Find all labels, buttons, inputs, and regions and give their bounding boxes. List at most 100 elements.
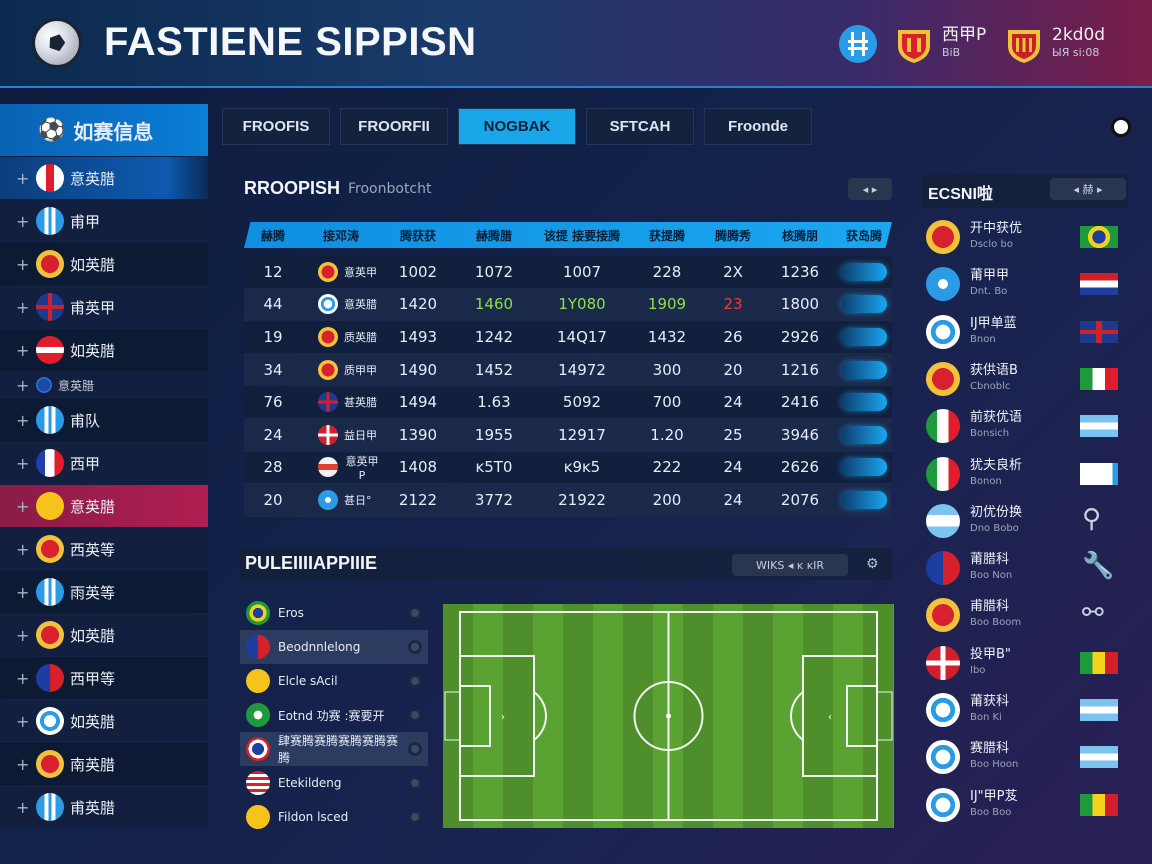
- tab-4[interactable]: Froonde: [704, 108, 812, 145]
- gold-crest-icon[interactable]: [1004, 24, 1044, 64]
- sidebar-item[interactable]: + 如英腊: [0, 243, 208, 285]
- table-row[interactable]: 19 质英腊 1493 1242 14Q17 1432 26 2926: [244, 321, 892, 354]
- expand-plus-icon[interactable]: +: [16, 410, 30, 430]
- settings-icon[interactable]: ⚙: [866, 556, 879, 572]
- select-radio-icon[interactable]: [408, 742, 422, 756]
- sidebar-item[interactable]: + 意英腊: [0, 485, 208, 527]
- tab-0[interactable]: FROOFIS: [222, 108, 330, 145]
- sidebar-item[interactable]: + 甫英腊: [0, 786, 208, 828]
- select-radio-icon[interactable]: [408, 640, 422, 654]
- lineup-filter-control[interactable]: WIKS ◂ ᴋ ᴋIR: [732, 554, 848, 576]
- table-row[interactable]: 24 益日甲 1390 1955 12917 1.20 25 3946: [244, 418, 892, 452]
- column-header[interactable]: 获岛腾: [845, 228, 882, 243]
- column-header[interactable]: 赫腾腊: [475, 228, 512, 243]
- table-row[interactable]: 12 意英甲 1002 1072 1007 228 2X 1236: [244, 256, 892, 289]
- column-header[interactable]: 腾腾秀: [714, 228, 751, 243]
- expand-plus-icon[interactable]: +: [16, 254, 30, 274]
- expand-plus-icon[interactable]: +: [16, 297, 30, 317]
- tab-1[interactable]: FROORFII: [340, 108, 448, 145]
- sidebar-item[interactable]: + 甫甲: [0, 200, 208, 242]
- team-list-item[interactable]: IJ甲单蓝 Bnon: [926, 309, 1126, 355]
- details-toggle[interactable]: [841, 393, 887, 412]
- expand-plus-icon[interactable]: +: [16, 168, 30, 188]
- table-row[interactable]: 76 甚英腊 1494 1.63 5092 700 24 2416: [244, 386, 892, 419]
- team-list-item[interactable]: IJ"甲P芨 Boo Boo: [926, 782, 1126, 828]
- sidebar-item[interactable]: + 西甲等: [0, 657, 208, 699]
- column-header[interactable]: 获提腾: [648, 228, 685, 243]
- details-toggle[interactable]: [841, 360, 887, 379]
- details-toggle[interactable]: [841, 490, 887, 509]
- expand-plus-icon[interactable]: +: [16, 625, 30, 645]
- team-list-item[interactable]: 莆腊科 Boo Non 🔧: [926, 545, 1126, 591]
- sidebar-title[interactable]: ⚽ 如赛信息: [0, 104, 208, 156]
- expand-plus-icon[interactable]: +: [16, 496, 30, 516]
- column-header[interactable]: 腾获获: [399, 228, 436, 243]
- tool-icon[interactable]: ⚲: [1082, 503, 1102, 534]
- list-item[interactable]: Beodnnlelong: [240, 630, 428, 664]
- column-header[interactable]: 接邓涛: [322, 228, 359, 243]
- select-radio-icon[interactable]: [408, 810, 422, 824]
- sidebar-item[interactable]: + 南英腊: [0, 743, 208, 785]
- list-item[interactable]: Eros: [240, 596, 428, 630]
- tool-icon[interactable]: ⚯: [1082, 598, 1104, 629]
- details-toggle[interactable]: [841, 425, 887, 444]
- soccer-ball-icon[interactable]: [1111, 117, 1131, 137]
- sidebar-item[interactable]: + 意英腊: [0, 372, 208, 398]
- select-radio-icon[interactable]: [408, 674, 422, 688]
- expand-plus-icon[interactable]: +: [16, 711, 30, 731]
- details-toggle[interactable]: [841, 262, 887, 281]
- team-list-item[interactable]: 开中获优 Dsclo bo: [926, 214, 1126, 260]
- tool-icon[interactable]: 🔧: [1082, 551, 1115, 582]
- blue-crest-icon[interactable]: [838, 24, 878, 64]
- expand-plus-icon[interactable]: +: [16, 211, 30, 231]
- details-toggle[interactable]: [841, 295, 887, 314]
- table-row[interactable]: 44 意英腊 1420 1460 1Y080 1909 23 1800: [244, 288, 892, 322]
- column-header[interactable]: 核腾朋: [781, 228, 818, 243]
- tab-2[interactable]: NOGBAK: [458, 108, 576, 145]
- sidebar-item[interactable]: + 西英等: [0, 528, 208, 570]
- team-list-item[interactable]: 获供语B Cbnoblc: [926, 356, 1126, 402]
- expand-plus-icon[interactable]: +: [16, 582, 30, 602]
- table-row[interactable]: 20 甚日° 2122 3772 21922 200 24 2076: [244, 484, 892, 517]
- expand-plus-icon[interactable]: +: [16, 668, 30, 688]
- expand-plus-icon[interactable]: +: [16, 539, 30, 559]
- team-list-item[interactable]: 赛腊科 Boo Hoon: [926, 734, 1126, 780]
- sidebar-item[interactable]: + 西甲: [0, 442, 208, 484]
- list-item[interactable]: 肆赛腾赛腾赛腾赛腾赛腾: [240, 732, 428, 766]
- details-toggle[interactable]: [841, 458, 887, 477]
- table-row[interactable]: 28 意英甲P 1408 ᴋ5T0 ᴋ9ᴋ5 222 24 2626: [244, 451, 892, 485]
- sidebar-item[interactable]: + 雨英等: [0, 571, 208, 613]
- sidebar-item[interactable]: + 意英腊: [0, 157, 208, 199]
- list-item[interactable]: Etekildeng: [240, 766, 428, 800]
- select-radio-icon[interactable]: [408, 776, 422, 790]
- select-radio-icon[interactable]: [408, 606, 422, 620]
- team-list-item[interactable]: 莆甲甲 Dnt. Bo: [926, 261, 1126, 307]
- expand-plus-icon[interactable]: +: [16, 340, 30, 360]
- expand-plus-icon[interactable]: +: [16, 375, 30, 395]
- team-list-item[interactable]: 前获优语 Bonsich: [926, 403, 1126, 449]
- team-list-item[interactable]: 甫腊科 Boo Boom ⚯: [926, 592, 1126, 638]
- sidebar-item[interactable]: + 如英腊: [0, 614, 208, 656]
- expand-plus-icon[interactable]: +: [16, 453, 30, 473]
- team-list-item[interactable]: 莆获科 Bon Ki: [926, 687, 1126, 733]
- column-header[interactable]: 该提 接要接腾: [543, 228, 621, 243]
- expand-plus-icon[interactable]: +: [16, 797, 30, 817]
- list-item[interactable]: Elcle sAcil: [240, 664, 428, 698]
- standings-nav-control[interactable]: ◂ ▸: [848, 178, 892, 200]
- select-radio-icon[interactable]: [408, 708, 422, 722]
- details-toggle[interactable]: [841, 327, 887, 346]
- sidebar-item[interactable]: + 甫英甲: [0, 286, 208, 328]
- red-gold-crest-icon[interactable]: [894, 24, 934, 64]
- team-list-item[interactable]: 初优份换 Dno Bobo ⚲: [926, 498, 1126, 544]
- sidebar-item[interactable]: + 如英腊: [0, 700, 208, 742]
- team-list-item[interactable]: 投甲B" Ibo: [926, 640, 1126, 686]
- list-item[interactable]: Fildon lsced: [240, 800, 428, 834]
- sidebar-item[interactable]: + 甫队: [0, 399, 208, 441]
- sidebar-item[interactable]: + 如英腊: [0, 329, 208, 371]
- expand-plus-icon[interactable]: +: [16, 754, 30, 774]
- tab-3[interactable]: SFTCAH: [586, 108, 694, 145]
- column-header[interactable]: 赫腾: [260, 228, 285, 243]
- table-row[interactable]: 34 质甲甲 1490 1452 14972 300 20 1216: [244, 353, 892, 387]
- right-panel-nav-control[interactable]: ◂ 赫 ▸: [1050, 178, 1126, 200]
- team-list-item[interactable]: 犹夫良析 Bonon: [926, 451, 1126, 497]
